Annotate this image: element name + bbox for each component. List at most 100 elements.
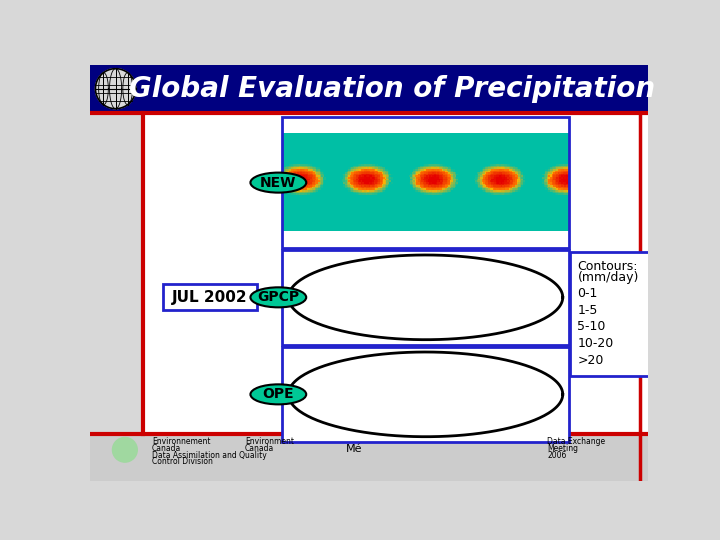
FancyBboxPatch shape [449, 420, 454, 424]
FancyBboxPatch shape [477, 416, 483, 420]
FancyBboxPatch shape [365, 399, 373, 403]
FancyBboxPatch shape [408, 364, 414, 369]
FancyBboxPatch shape [410, 293, 418, 298]
FancyBboxPatch shape [516, 399, 523, 403]
FancyBboxPatch shape [433, 428, 438, 433]
FancyBboxPatch shape [446, 356, 450, 361]
FancyBboxPatch shape [438, 319, 445, 323]
FancyBboxPatch shape [392, 276, 398, 280]
FancyBboxPatch shape [333, 280, 340, 285]
FancyBboxPatch shape [397, 331, 402, 335]
FancyBboxPatch shape [398, 373, 405, 377]
FancyBboxPatch shape [290, 386, 297, 390]
FancyBboxPatch shape [430, 331, 433, 335]
FancyBboxPatch shape [400, 327, 405, 331]
FancyBboxPatch shape [529, 382, 536, 386]
FancyBboxPatch shape [337, 306, 344, 310]
FancyBboxPatch shape [500, 306, 507, 310]
FancyBboxPatch shape [300, 306, 307, 310]
FancyBboxPatch shape [407, 369, 413, 373]
FancyBboxPatch shape [456, 289, 463, 293]
FancyBboxPatch shape [352, 285, 359, 289]
FancyBboxPatch shape [484, 364, 490, 369]
FancyBboxPatch shape [391, 364, 397, 369]
FancyBboxPatch shape [515, 369, 521, 373]
FancyBboxPatch shape [540, 390, 547, 394]
FancyBboxPatch shape [365, 390, 372, 394]
FancyBboxPatch shape [432, 272, 438, 276]
FancyBboxPatch shape [483, 319, 489, 323]
FancyBboxPatch shape [380, 298, 387, 301]
FancyBboxPatch shape [441, 356, 446, 361]
FancyBboxPatch shape [400, 361, 405, 365]
FancyBboxPatch shape [402, 259, 405, 264]
FancyBboxPatch shape [477, 364, 484, 369]
FancyBboxPatch shape [554, 289, 561, 293]
FancyBboxPatch shape [405, 411, 412, 416]
FancyBboxPatch shape [405, 314, 412, 319]
FancyBboxPatch shape [328, 386, 335, 390]
FancyBboxPatch shape [478, 301, 486, 306]
FancyBboxPatch shape [385, 268, 391, 272]
FancyBboxPatch shape [402, 390, 410, 394]
FancyBboxPatch shape [395, 386, 403, 390]
FancyBboxPatch shape [402, 356, 405, 361]
FancyBboxPatch shape [387, 272, 394, 276]
FancyBboxPatch shape [366, 306, 374, 310]
FancyBboxPatch shape [371, 276, 378, 280]
FancyBboxPatch shape [477, 272, 483, 276]
FancyBboxPatch shape [411, 306, 418, 310]
FancyBboxPatch shape [358, 399, 365, 403]
FancyBboxPatch shape [456, 386, 463, 390]
FancyBboxPatch shape [495, 272, 502, 276]
FancyBboxPatch shape [494, 390, 502, 394]
FancyBboxPatch shape [304, 390, 312, 394]
FancyBboxPatch shape [455, 382, 462, 386]
FancyBboxPatch shape [469, 407, 475, 411]
FancyBboxPatch shape [446, 314, 453, 319]
FancyBboxPatch shape [507, 285, 514, 289]
FancyBboxPatch shape [380, 289, 388, 293]
FancyBboxPatch shape [495, 268, 501, 272]
FancyBboxPatch shape [411, 377, 418, 382]
FancyBboxPatch shape [504, 280, 511, 285]
FancyBboxPatch shape [532, 298, 540, 301]
FancyBboxPatch shape [532, 390, 540, 394]
FancyBboxPatch shape [344, 323, 351, 327]
FancyBboxPatch shape [379, 323, 385, 327]
FancyBboxPatch shape [307, 306, 315, 310]
FancyBboxPatch shape [456, 264, 461, 268]
Text: Global Evaluation of Precipitation: Global Evaluation of Precipitation [129, 75, 655, 103]
FancyBboxPatch shape [391, 420, 397, 424]
FancyBboxPatch shape [514, 411, 521, 416]
FancyBboxPatch shape [433, 407, 440, 411]
FancyBboxPatch shape [433, 377, 440, 382]
FancyBboxPatch shape [507, 382, 514, 386]
FancyBboxPatch shape [307, 285, 315, 289]
FancyBboxPatch shape [431, 364, 437, 369]
FancyBboxPatch shape [358, 373, 364, 377]
FancyBboxPatch shape [459, 411, 467, 416]
FancyBboxPatch shape [443, 420, 449, 424]
FancyBboxPatch shape [373, 289, 380, 293]
FancyBboxPatch shape [441, 428, 446, 433]
FancyBboxPatch shape [334, 390, 342, 394]
FancyBboxPatch shape [381, 416, 387, 420]
FancyBboxPatch shape [451, 416, 457, 420]
FancyBboxPatch shape [464, 390, 472, 394]
FancyBboxPatch shape [426, 399, 433, 403]
FancyBboxPatch shape [344, 403, 352, 407]
FancyBboxPatch shape [365, 264, 370, 268]
FancyBboxPatch shape [388, 289, 395, 293]
FancyBboxPatch shape [385, 420, 391, 424]
FancyBboxPatch shape [402, 323, 408, 327]
FancyBboxPatch shape [404, 280, 411, 285]
FancyBboxPatch shape [385, 361, 390, 365]
FancyBboxPatch shape [304, 298, 312, 301]
FancyBboxPatch shape [397, 428, 402, 433]
FancyBboxPatch shape [438, 272, 445, 276]
FancyBboxPatch shape [380, 386, 388, 390]
FancyBboxPatch shape [365, 424, 370, 428]
FancyBboxPatch shape [515, 319, 521, 323]
FancyBboxPatch shape [351, 314, 358, 319]
